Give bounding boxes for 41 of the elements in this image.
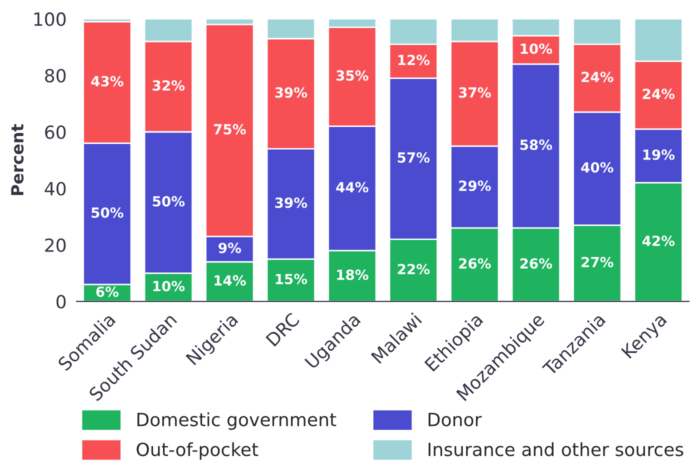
data-label: 50% (92, 207, 124, 218)
data-label: 14% (214, 275, 246, 286)
data-label: 43% (91, 76, 124, 86)
data-label: 58% (520, 140, 552, 150)
data-label: 10% (153, 280, 185, 292)
data-label: 57% (398, 152, 430, 163)
y-axis-title: Percent (11, 124, 24, 195)
data-label: 35% (336, 70, 368, 81)
data-label: 50% (152, 196, 185, 207)
data-label: 24% (582, 72, 614, 82)
legend-label: Domestic government (137, 412, 336, 430)
y-tick-label: 100 (34, 12, 66, 26)
y-tick-label: 0 (56, 294, 66, 309)
data-label: 44% (336, 182, 368, 192)
data-label: 40% (581, 162, 614, 173)
data-label: 42% (642, 236, 675, 246)
data-label: 15% (276, 274, 308, 284)
data-label: 6% (96, 286, 119, 297)
y-tick-label: 20 (45, 238, 66, 252)
data-label: 26% (459, 258, 491, 269)
data-label: 12% (398, 54, 430, 66)
data-label: 37% (458, 87, 491, 98)
y-tick-label: 60 (45, 125, 66, 139)
data-label: 10% (520, 43, 552, 54)
y-tick-label: 80 (45, 68, 66, 82)
data-label: 32% (152, 80, 185, 91)
legend-label: Insurance and other sources (428, 442, 684, 456)
data-label: 9% (218, 242, 242, 254)
data-label: 75% (214, 124, 246, 134)
data-label: 26% (520, 258, 552, 269)
legend-label: Donor (428, 412, 482, 426)
data-label: 22% (398, 264, 430, 274)
data-label: 24% (642, 88, 675, 100)
data-label: 27% (582, 256, 614, 268)
data-label: 18% (337, 270, 368, 280)
y-tick-label: 40 (44, 182, 66, 196)
legend-label: Out-of-pocket (136, 442, 258, 460)
data-label: 39% (275, 87, 308, 98)
data-label: 39% (275, 197, 308, 208)
data-label: 29% (459, 180, 491, 192)
data-label: 19% (643, 149, 675, 160)
